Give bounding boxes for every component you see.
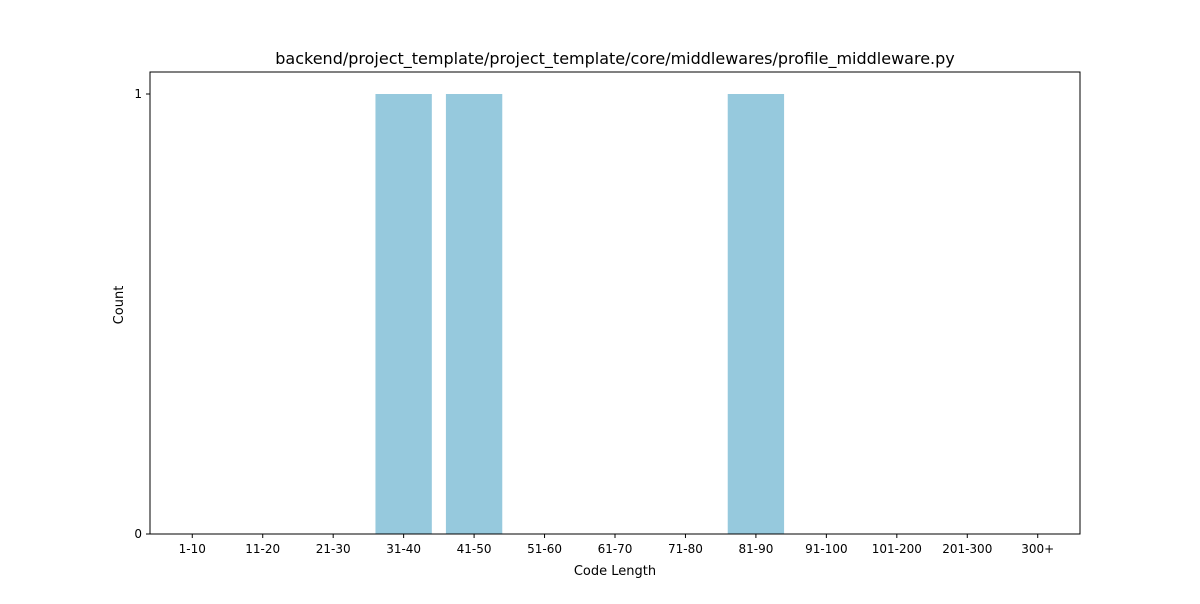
x-tick-label: 21-30 [316,542,351,556]
x-axis-label: Code Length [574,564,656,579]
x-tick-label: 11-20 [245,542,280,556]
x-tick-label: 201-300 [942,542,992,556]
y-tick-label: 0 [134,527,142,541]
x-tick-label: 300+ [1021,542,1054,556]
x-tick-label: 31-40 [386,542,421,556]
bar-41-50 [445,94,503,534]
x-tick-label: 41-50 [457,542,492,556]
bar-81-90 [727,94,785,534]
chart-title: backend/project_template/project_templat… [275,49,955,69]
y-axis-label: Count [112,286,127,325]
x-tick-label: 61-70 [598,542,633,556]
x-tick-label: 71-80 [668,542,703,556]
bar-31-40 [375,94,432,534]
x-tick-label: 51-60 [527,542,562,556]
x-tick-label: 1-10 [179,542,206,556]
y-tick-label: 1 [134,87,142,101]
x-axis: 1-10 11-20 21-30 31-40 41-50 51-60 61-70 71-80 8… [179,534,1054,556]
bars [375,94,785,534]
y-axis: 01 [134,87,150,541]
x-tick-label: 91-100 [805,542,848,556]
x-tick-label: 81-90 [738,542,773,556]
x-tick-label: 101-200 [872,542,922,556]
